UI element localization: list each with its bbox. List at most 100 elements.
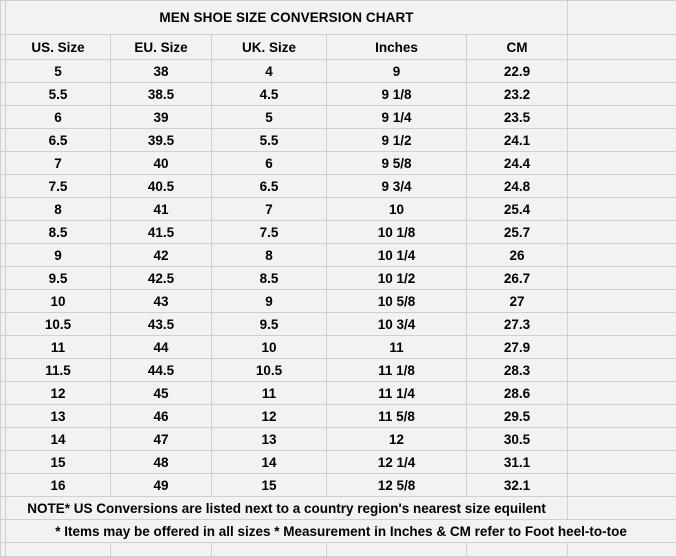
empty-cell[interactable] — [212, 543, 327, 557]
empty-cell[interactable] — [568, 359, 676, 382]
table-cell[interactable]: 15 — [212, 474, 327, 497]
empty-cell[interactable] — [327, 543, 467, 557]
table-cell[interactable]: 10 — [212, 336, 327, 359]
table-cell[interactable]: 30.5 — [467, 428, 568, 451]
table-cell[interactable]: 42.5 — [111, 267, 212, 290]
table-cell[interactable]: 24.1 — [467, 129, 568, 152]
table-cell[interactable]: 10 3/4 — [327, 313, 467, 336]
table-cell[interactable]: 26 — [467, 244, 568, 267]
empty-cell[interactable] — [568, 267, 676, 290]
empty-cell[interactable] — [568, 83, 676, 106]
table-cell[interactable]: 41 — [111, 198, 212, 221]
table-cell[interactable]: 10.5 — [6, 313, 111, 336]
table-cell[interactable]: 25.7 — [467, 221, 568, 244]
table-cell[interactable]: 12 — [327, 428, 467, 451]
empty-cell[interactable] — [467, 543, 568, 557]
table-cell[interactable]: 39.5 — [111, 129, 212, 152]
table-cell[interactable]: 10 — [327, 198, 467, 221]
table-cell[interactable]: 49 — [111, 474, 212, 497]
table-cell[interactable]: 13 — [6, 405, 111, 428]
empty-cell[interactable] — [568, 428, 676, 451]
table-cell[interactable]: 12 1/4 — [327, 451, 467, 474]
table-cell[interactable]: 9 3/4 — [327, 175, 467, 198]
table-cell[interactable]: 27.3 — [467, 313, 568, 336]
table-cell[interactable]: 10 1/4 — [327, 244, 467, 267]
table-cell[interactable]: 7.5 — [6, 175, 111, 198]
empty-cell[interactable] — [568, 244, 676, 267]
table-cell[interactable]: 23.2 — [467, 83, 568, 106]
table-cell[interactable]: 7.5 — [212, 221, 327, 244]
table-cell[interactable]: 31.1 — [467, 451, 568, 474]
empty-cell[interactable] — [568, 106, 676, 129]
table-cell[interactable]: 8 — [6, 198, 111, 221]
table-cell[interactable]: 11 — [6, 336, 111, 359]
table-cell[interactable]: 10.5 — [212, 359, 327, 382]
empty-cell[interactable] — [568, 451, 676, 474]
empty-cell[interactable] — [568, 152, 676, 175]
empty-cell[interactable] — [568, 35, 676, 60]
table-cell[interactable]: 41.5 — [111, 221, 212, 244]
table-cell[interactable]: 10 1/8 — [327, 221, 467, 244]
table-cell[interactable]: 27 — [467, 290, 568, 313]
table-cell[interactable]: 8.5 — [212, 267, 327, 290]
table-cell[interactable]: 4 — [212, 60, 327, 83]
empty-cell[interactable] — [568, 221, 676, 244]
table-cell[interactable]: 9.5 — [212, 313, 327, 336]
table-cell[interactable]: 5 — [212, 106, 327, 129]
column-header-us-size[interactable]: US. Size — [6, 35, 111, 60]
table-cell[interactable]: 8 — [212, 244, 327, 267]
empty-cell[interactable] — [568, 198, 676, 221]
table-cell[interactable]: 25.4 — [467, 198, 568, 221]
table-cell[interactable]: 15 — [6, 451, 111, 474]
table-cell[interactable]: 9 1/8 — [327, 83, 467, 106]
empty-cell[interactable] — [568, 543, 676, 557]
table-cell[interactable]: 13 — [212, 428, 327, 451]
table-cell[interactable]: 47 — [111, 428, 212, 451]
table-cell[interactable]: 10 5/8 — [327, 290, 467, 313]
table-cell[interactable]: 12 — [212, 405, 327, 428]
table-cell[interactable]: 48 — [111, 451, 212, 474]
table-cell[interactable]: 27.9 — [467, 336, 568, 359]
table-cell[interactable]: 6.5 — [6, 129, 111, 152]
table-cell[interactable]: 9.5 — [6, 267, 111, 290]
table-cell[interactable]: 9 1/4 — [327, 106, 467, 129]
table-cell[interactable]: 11 1/4 — [327, 382, 467, 405]
column-header-inches[interactable]: Inches — [327, 35, 467, 60]
empty-cell[interactable] — [568, 336, 676, 359]
table-cell[interactable]: 6 — [212, 152, 327, 175]
column-header-cm[interactable]: CM — [467, 35, 568, 60]
table-cell[interactable]: 42 — [111, 244, 212, 267]
table-cell[interactable]: 44.5 — [111, 359, 212, 382]
table-cell[interactable]: 29.5 — [467, 405, 568, 428]
table-cell[interactable]: 26.7 — [467, 267, 568, 290]
table-cell[interactable]: 22.9 — [467, 60, 568, 83]
table-cell[interactable]: 16 — [6, 474, 111, 497]
table-cell[interactable]: 6.5 — [212, 175, 327, 198]
empty-cell[interactable] — [568, 474, 676, 497]
table-cell[interactable]: 40.5 — [111, 175, 212, 198]
table-cell[interactable]: 10 1/2 — [327, 267, 467, 290]
table-cell[interactable]: 8.5 — [6, 221, 111, 244]
column-header-eu-size[interactable]: EU. Size — [111, 35, 212, 60]
table-cell[interactable]: 7 — [212, 198, 327, 221]
table-cell[interactable]: 14 — [212, 451, 327, 474]
table-cell[interactable]: 28.3 — [467, 359, 568, 382]
table-cell[interactable]: 5 — [6, 60, 111, 83]
table-cell[interactable]: 9 — [327, 60, 467, 83]
empty-cell[interactable] — [568, 497, 676, 520]
column-header-uk-size[interactable]: UK. Size — [212, 35, 327, 60]
table-cell[interactable]: 28.6 — [467, 382, 568, 405]
table-cell[interactable]: 24.4 — [467, 152, 568, 175]
empty-cell[interactable] — [568, 60, 676, 83]
table-cell[interactable]: 5.5 — [212, 129, 327, 152]
table-cell[interactable]: 46 — [111, 405, 212, 428]
empty-cell[interactable] — [568, 175, 676, 198]
empty-cell[interactable] — [6, 543, 111, 557]
table-cell[interactable]: 6 — [6, 106, 111, 129]
table-cell[interactable]: 14 — [6, 428, 111, 451]
table-cell[interactable]: 9 — [6, 244, 111, 267]
table-cell[interactable]: 38.5 — [111, 83, 212, 106]
table-cell[interactable]: 11.5 — [6, 359, 111, 382]
empty-cell[interactable] — [568, 129, 676, 152]
empty-cell[interactable] — [568, 382, 676, 405]
